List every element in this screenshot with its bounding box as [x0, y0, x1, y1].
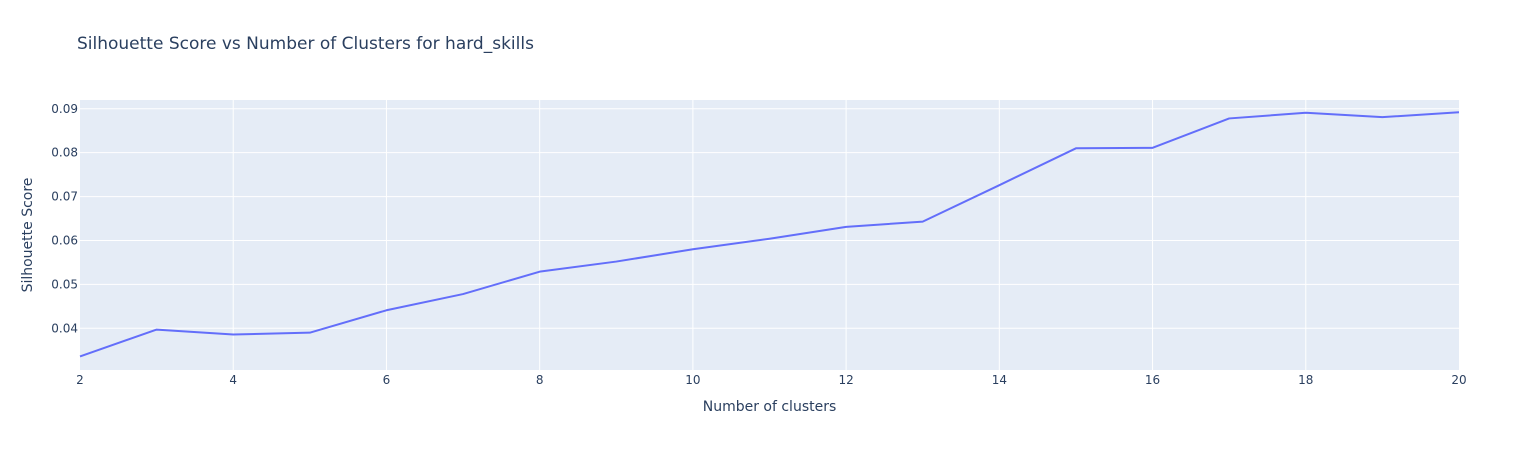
- data-point[interactable]: [537, 269, 543, 275]
- x-axis-title: Number of clusters: [703, 399, 837, 415]
- data-point[interactable]: [154, 327, 160, 333]
- x-tick-label: 6: [383, 373, 391, 387]
- data-point[interactable]: [230, 331, 236, 337]
- data-point[interactable]: [1150, 145, 1156, 151]
- series-line-layer: [77, 109, 1462, 359]
- x-tick-label: 18: [1298, 373, 1313, 387]
- data-point[interactable]: [690, 246, 696, 252]
- data-point[interactable]: [843, 224, 849, 230]
- data-point[interactable]: [767, 236, 773, 242]
- x-tick-label: 14: [992, 373, 1007, 387]
- y-axis-title: Silhouette Score: [20, 178, 36, 293]
- gridlines: [80, 100, 1459, 370]
- data-point[interactable]: [1073, 145, 1079, 151]
- data-point[interactable]: [613, 259, 619, 265]
- x-tick-label: 2: [76, 373, 84, 387]
- x-tick-label: 8: [536, 373, 544, 387]
- chart-title: Silhouette Score vs Number of Clusters f…: [77, 34, 534, 54]
- y-tick-labels: 0.04 0.05 0.06 0.07 0.08 0.09: [51, 102, 78, 336]
- y-tick-label: 0.07: [51, 190, 78, 204]
- data-point[interactable]: [77, 353, 83, 359]
- x-tick-label: 20: [1451, 373, 1466, 387]
- y-tick-label: 0.05: [51, 277, 78, 291]
- y-tick-label: 0.08: [51, 146, 78, 160]
- y-tick-label: 0.06: [51, 233, 78, 247]
- x-tick-label: 10: [685, 373, 700, 387]
- data-point[interactable]: [1226, 115, 1232, 121]
- data-point[interactable]: [996, 182, 1002, 188]
- series-line: [79, 111, 1460, 358]
- x-tick-label: 12: [838, 373, 853, 387]
- data-point[interactable]: [1456, 109, 1462, 115]
- data-point[interactable]: [1303, 110, 1309, 116]
- x-tick-label: 4: [229, 373, 237, 387]
- data-point[interactable]: [920, 219, 926, 225]
- y-tick-label: 0.04: [51, 321, 78, 335]
- data-point[interactable]: [1379, 114, 1385, 120]
- data-point[interactable]: [307, 330, 313, 336]
- x-tick-label: 16: [1145, 373, 1160, 387]
- data-point[interactable]: [460, 291, 466, 297]
- y-tick-label: 0.09: [51, 102, 78, 116]
- plot-area: [80, 100, 1459, 370]
- x-tick-labels: 2 4 6 8 10 12 14 16 18 20: [76, 373, 1466, 387]
- data-point[interactable]: [383, 307, 389, 313]
